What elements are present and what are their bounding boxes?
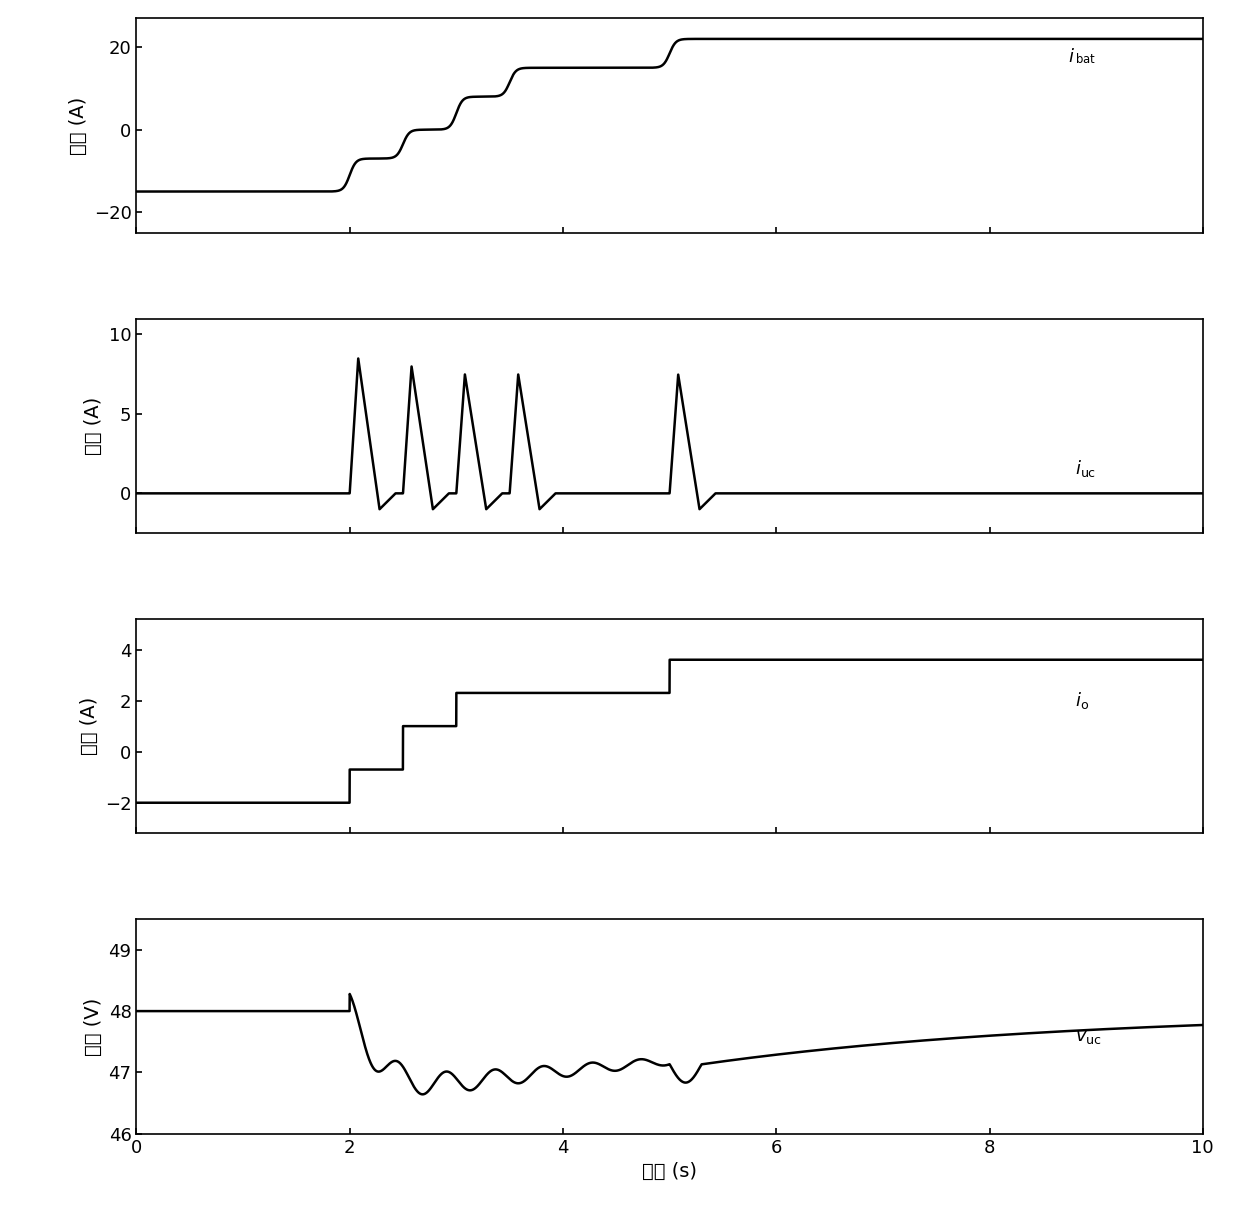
Text: $i$: $i$: [1068, 48, 1075, 66]
Y-axis label: 电流 (A): 电流 (A): [69, 96, 88, 155]
Y-axis label: 电流 (A): 电流 (A): [84, 396, 103, 455]
Text: $i_{\rm uc}$: $i_{\rm uc}$: [1075, 458, 1096, 479]
X-axis label: 时间 (s): 时间 (s): [642, 1162, 697, 1181]
Text: $_{\mathregular{bat}}$: $_{\mathregular{bat}}$: [1075, 48, 1096, 66]
Text: $v_{\rm uc}$: $v_{\rm uc}$: [1075, 1028, 1101, 1046]
Y-axis label: 电流 (A): 电流 (A): [81, 697, 99, 756]
Text: $i_{\rm o}$: $i_{\rm o}$: [1075, 690, 1089, 711]
Y-axis label: 电压 (V): 电压 (V): [84, 997, 103, 1056]
